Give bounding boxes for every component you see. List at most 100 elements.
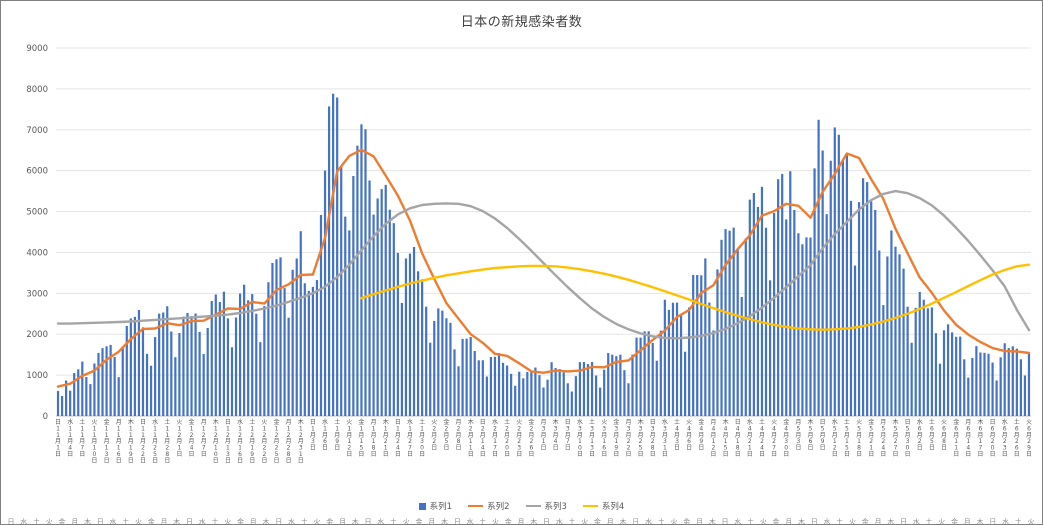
svg-text:7000: 7000 [26,126,48,136]
svg-text:3000: 3000 [26,289,48,299]
x-axis-labels: 日 1 1 月 1 日水 1 1 月 4 日土 1 1 月 7 日火 1 1 月 1 0 日金 1 1 月 1 3 日月 1 1 月 1 6 日木… [55,418,1032,464]
legend-item-系列3[interactable]: 系列3 [525,500,567,512]
line-series [56,189,1031,340]
svg-text:1000: 1000 [26,371,48,381]
legend-label: 系列1 [429,502,453,512]
legend-item-系列2[interactable]: 系列2 [468,500,510,512]
bar-swatch-icon [418,502,426,510]
legend-item-系列1[interactable]: 系列1 [418,500,453,512]
svg-text:4000: 4000 [26,248,48,258]
svg-text:2000: 2000 [26,330,48,340]
svg-text:9000: 9000 [26,44,48,54]
line-series [56,148,1031,388]
legend-item-系列4[interactable]: 系列4 [582,500,624,512]
